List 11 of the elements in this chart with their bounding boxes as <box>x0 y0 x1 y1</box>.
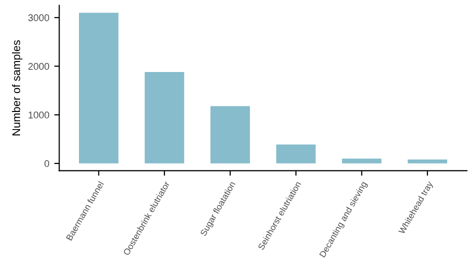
bar <box>210 106 250 164</box>
bar <box>276 144 316 164</box>
y-axis-title: Number of samples <box>12 40 22 136</box>
y-tick-label: 0 <box>44 160 50 168</box>
bar <box>144 72 184 164</box>
y-tick-label: 2000 <box>28 62 50 70</box>
bar <box>408 160 448 164</box>
y-tick-label: 1000 <box>28 112 50 118</box>
bar <box>78 12 118 164</box>
bar <box>342 158 382 164</box>
y-tick-label: 3000 <box>28 14 50 22</box>
